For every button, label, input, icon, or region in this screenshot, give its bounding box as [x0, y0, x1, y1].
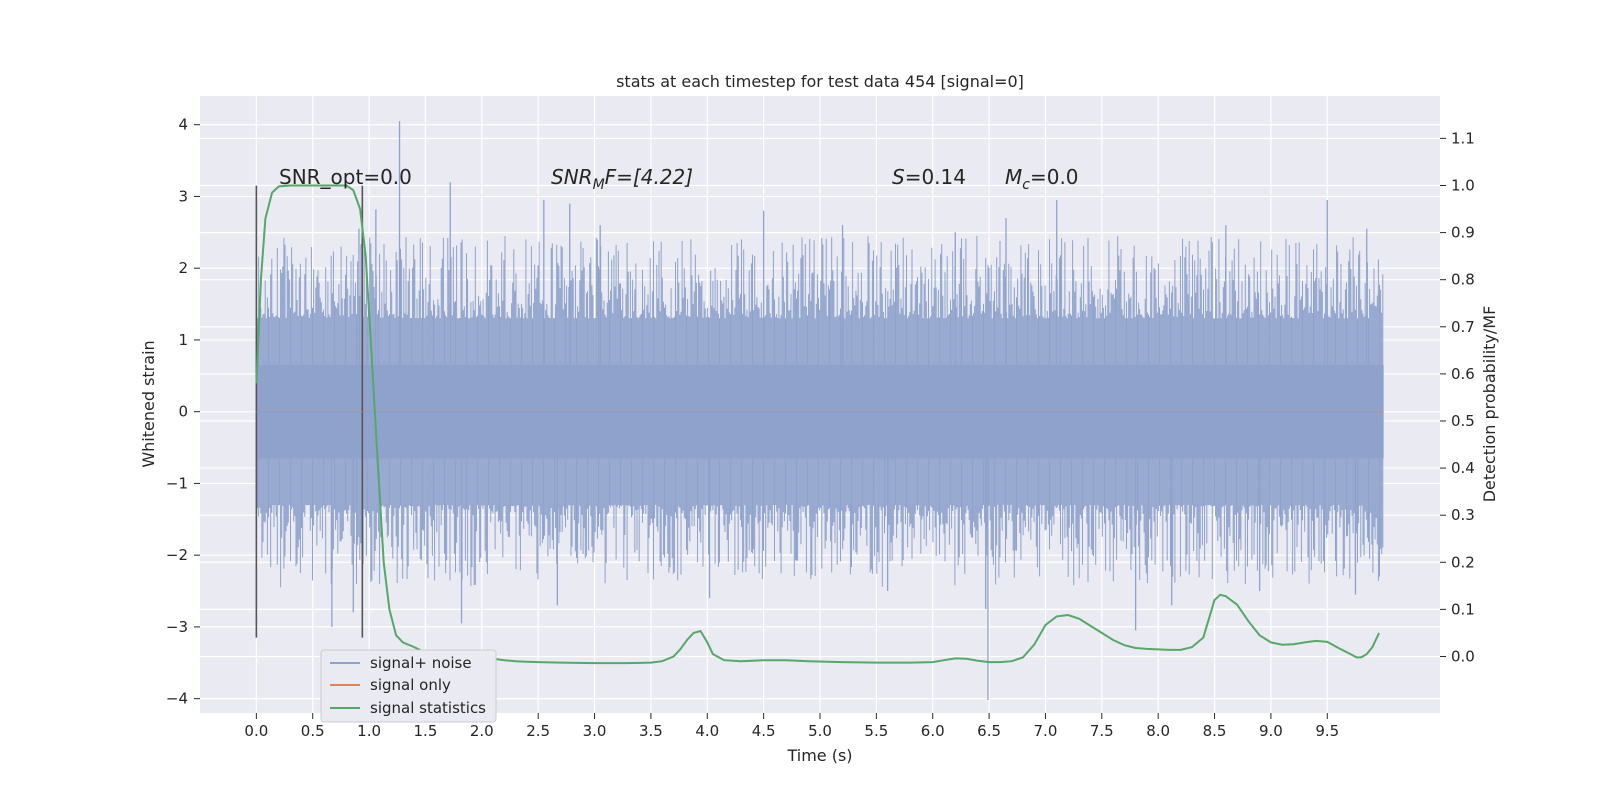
x-tick-label: 6.5: [977, 722, 1001, 740]
legend-box: [320, 649, 497, 723]
x-tick-label: 1.5: [414, 722, 438, 740]
annotation-snr-opt: SNR_opt=0.0: [279, 165, 412, 189]
x-tick-label: 4.0: [695, 722, 719, 740]
y-right-tick-label: 0.2: [1451, 553, 1475, 571]
x-tick-label: 0.5: [301, 722, 325, 740]
y-right-tick-label: 0.3: [1451, 506, 1475, 524]
x-tick-label: 8.0: [1146, 722, 1170, 740]
legend-label-signal-only: signal only: [370, 676, 451, 694]
y-right-tick-label: 1.1: [1451, 129, 1475, 147]
y-left-tick-label: −1: [166, 474, 188, 492]
y-right-tick-label: 0.5: [1451, 412, 1475, 430]
y-right-tick-label: 0.1: [1451, 600, 1475, 618]
y-right-tick-label: 0.4: [1451, 459, 1475, 477]
y-right-tick-label: 0.0: [1451, 647, 1475, 665]
y-axis-right-ticks: 1.1 1.0 0.9 0.8 0.7 0.6 0.5 0.4 0.3 0.2 0.1 0.0: [1440, 129, 1475, 665]
y-left-tick-label: −2: [166, 546, 188, 564]
signal-statistics-line: [255, 184, 1381, 665]
x-tick-label: 7.0: [1034, 722, 1058, 740]
x-tick-label: 7.5: [1090, 722, 1114, 740]
x-tick-label: 5.5: [864, 722, 888, 740]
series-signal-statistics: [255, 184, 1381, 665]
y-left-tick-label: 0: [178, 403, 188, 421]
y-right-tick-label: 0.7: [1451, 318, 1475, 336]
annotation-s: S=0.14: [892, 165, 966, 189]
x-tick-label: 4.5: [752, 722, 776, 740]
y-axis-left-ticks: 4 3 2 1 0 −1 −2 −3 −4: [166, 116, 200, 708]
x-tick-label: 3.0: [583, 722, 607, 740]
legend-label-signal-statistics: signal statistics: [370, 699, 486, 717]
x-tick-label: 0.0: [244, 722, 268, 740]
x-tick-label: 3.5: [639, 722, 663, 740]
y-left-tick-label: −3: [166, 618, 188, 636]
x-tick-label: 2.5: [526, 722, 550, 740]
y-left-tick-label: 4: [178, 116, 188, 134]
x-axis-ticks: 0.0 0.5 1.0 1.5 2.0 2.5 3.0 3.5 4.0 4.5 5.0 5.5 6.0 6…: [244, 713, 1339, 740]
y-right-tick-label: 0.6: [1451, 365, 1475, 383]
y-axis-right-label: Detection probability/MF: [1480, 306, 1499, 503]
y-right-tick-label: 1.0: [1451, 176, 1475, 194]
annotation-snr-mf: SNRMF=[4.22]: [551, 165, 693, 193]
y-left-tick-label: 3: [178, 187, 188, 205]
x-tick-label: 9.5: [1315, 722, 1339, 740]
y-left-tick-label: 1: [178, 331, 188, 349]
y-right-tick-label: 0.8: [1451, 271, 1475, 289]
x-axis-label: Time (s): [786, 746, 852, 765]
y-left-tick-label: −4: [166, 690, 188, 708]
x-tick-label: 2.0: [470, 722, 494, 740]
legend-label-signal-noise: signal+ noise: [370, 654, 472, 672]
x-tick-label: 6.0: [921, 722, 945, 740]
x-tick-label: 1.0: [357, 722, 381, 740]
legend: signal+ noise signal only signal statist…: [320, 649, 497, 723]
x-tick-label: 9.0: [1259, 722, 1283, 740]
y-left-tick-label: 2: [178, 259, 188, 277]
x-tick-label: 5.0: [808, 722, 832, 740]
y-axis-left-label: Whitened strain: [139, 340, 158, 467]
x-tick-label: 8.5: [1203, 722, 1227, 740]
y-right-tick-label: 0.9: [1451, 224, 1475, 242]
chart-title: stats at each timestep for test data 454…: [616, 72, 1024, 91]
annotation-mc: Mc=0.0: [1005, 165, 1079, 193]
